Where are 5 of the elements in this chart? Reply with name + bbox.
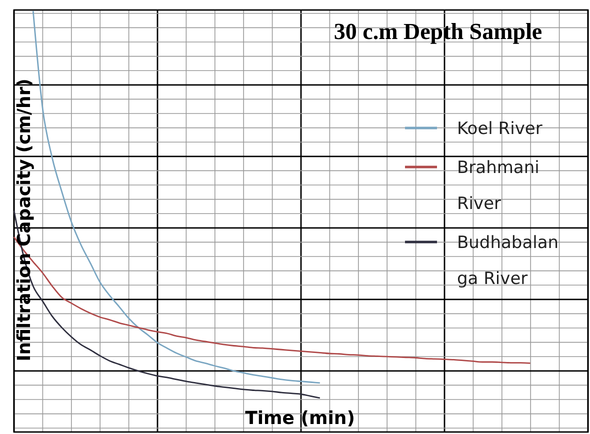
legend-label: Brahmani River	[457, 158, 540, 214]
x-axis-title: Time (min)	[245, 408, 355, 429]
legend-label: Budhabalanga River	[457, 233, 559, 289]
y-axis-title: Infiltration Capacity (cm/hr)	[14, 78, 35, 362]
legend-label: Koel River	[457, 119, 542, 139]
